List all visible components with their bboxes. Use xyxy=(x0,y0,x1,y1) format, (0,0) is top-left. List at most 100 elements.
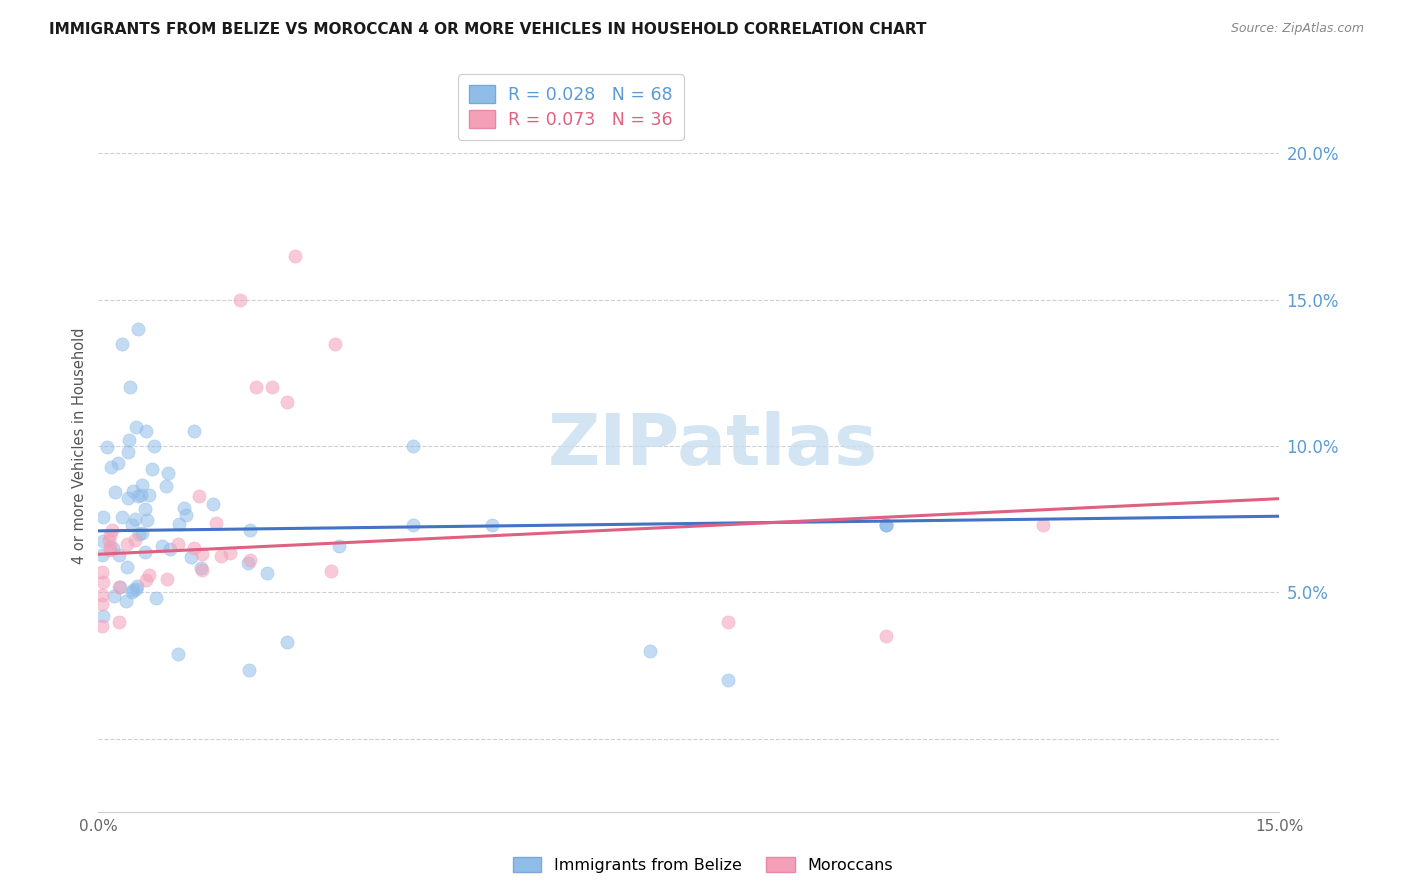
Point xyxy=(117,491,139,505)
Point xyxy=(128,527,150,541)
Point xyxy=(150,539,173,553)
Point xyxy=(219,545,242,559)
Point xyxy=(91,548,114,562)
Point xyxy=(124,512,146,526)
Point xyxy=(284,249,307,263)
Point xyxy=(481,518,503,533)
Point xyxy=(191,563,214,577)
Point xyxy=(238,663,260,677)
Point xyxy=(183,541,205,555)
Point xyxy=(125,582,148,596)
Point xyxy=(121,585,143,599)
Point xyxy=(169,517,191,532)
Point xyxy=(202,497,225,511)
Point xyxy=(638,644,661,658)
Point xyxy=(131,526,153,541)
Point xyxy=(276,635,298,649)
Point xyxy=(122,582,145,597)
Point xyxy=(321,564,343,578)
Point xyxy=(98,540,121,554)
Point xyxy=(91,566,114,580)
Point xyxy=(173,500,195,515)
Point xyxy=(229,293,252,307)
Point xyxy=(875,629,897,643)
Point xyxy=(717,615,740,629)
Point xyxy=(101,541,124,555)
Point xyxy=(159,541,181,556)
Point xyxy=(167,537,190,551)
Point xyxy=(134,545,156,559)
Point xyxy=(875,518,897,533)
Point xyxy=(328,539,350,553)
Text: ZIPatlas: ZIPatlas xyxy=(547,411,877,481)
Point xyxy=(108,615,131,629)
Point xyxy=(135,425,157,439)
Point xyxy=(256,566,278,581)
Point xyxy=(101,523,124,537)
Point xyxy=(117,433,139,447)
Point xyxy=(96,440,118,454)
Point xyxy=(127,322,149,336)
Point xyxy=(245,380,267,394)
Point xyxy=(402,518,425,533)
Point xyxy=(91,608,114,623)
Point xyxy=(111,336,134,351)
Point xyxy=(111,510,134,524)
Point xyxy=(209,549,232,564)
Point xyxy=(135,573,157,587)
Point xyxy=(174,508,197,522)
Point xyxy=(97,533,120,547)
Point xyxy=(98,542,121,557)
Point xyxy=(127,489,149,503)
Point xyxy=(93,509,115,524)
Point xyxy=(108,580,131,594)
Point xyxy=(134,502,156,516)
Point xyxy=(118,380,141,394)
Point xyxy=(91,618,114,632)
Point xyxy=(205,516,228,531)
Legend: R = 0.028   N = 68, R = 0.073   N = 36: R = 0.028 N = 68, R = 0.073 N = 36 xyxy=(458,74,683,140)
Point xyxy=(100,460,122,475)
Point xyxy=(104,485,127,500)
Point xyxy=(167,647,190,661)
Point xyxy=(402,439,425,453)
Point xyxy=(138,488,160,502)
Point xyxy=(875,518,897,533)
Text: IMMIGRANTS FROM BELIZE VS MOROCCAN 4 OR MORE VEHICLES IN HOUSEHOLD CORRELATION C: IMMIGRANTS FROM BELIZE VS MOROCCAN 4 OR … xyxy=(49,22,927,37)
Point xyxy=(1032,518,1054,533)
Point xyxy=(717,673,740,687)
Point xyxy=(103,589,125,603)
Point xyxy=(115,559,138,574)
Point xyxy=(180,549,202,564)
Point xyxy=(121,517,143,532)
Point xyxy=(124,533,146,547)
Point xyxy=(875,518,897,533)
Point xyxy=(142,439,165,453)
Point xyxy=(91,597,114,611)
Point xyxy=(125,420,148,434)
Point xyxy=(323,336,346,351)
Point xyxy=(136,513,159,527)
Point xyxy=(117,445,139,459)
Point xyxy=(107,548,129,562)
Point xyxy=(138,568,160,582)
Point xyxy=(115,594,138,608)
Point xyxy=(127,579,149,593)
Point xyxy=(107,580,129,594)
Point xyxy=(276,395,298,409)
Point xyxy=(191,547,214,561)
Point xyxy=(157,466,180,480)
Point xyxy=(239,523,262,537)
Point xyxy=(141,462,163,476)
Point xyxy=(91,588,114,602)
Point xyxy=(131,478,153,492)
Point xyxy=(145,591,167,605)
Point xyxy=(115,537,138,551)
Point xyxy=(260,380,283,394)
Point xyxy=(122,484,145,499)
Point xyxy=(98,528,121,542)
Point xyxy=(187,489,209,503)
Y-axis label: 4 or more Vehicles in Household: 4 or more Vehicles in Household xyxy=(72,327,87,565)
Point xyxy=(155,479,177,493)
Text: Source: ZipAtlas.com: Source: ZipAtlas.com xyxy=(1230,22,1364,36)
